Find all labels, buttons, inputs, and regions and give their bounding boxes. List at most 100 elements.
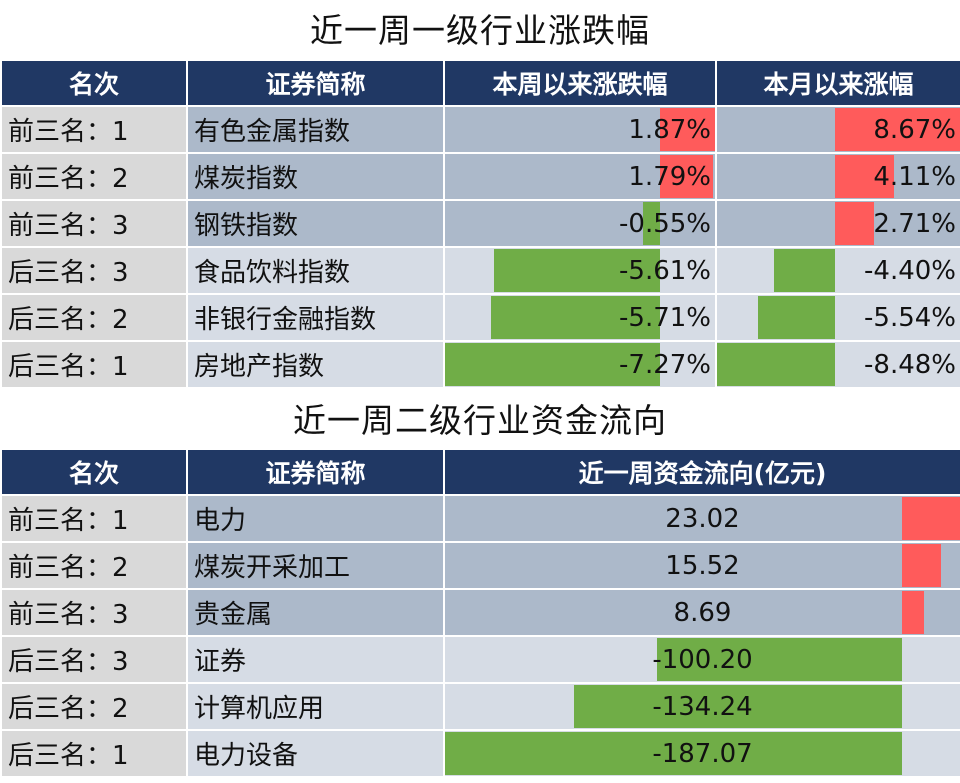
rank-cell: 前三名：1	[0, 105, 188, 154]
rank-cell: 后三名：2	[0, 293, 188, 342]
col-header-month-change: 本月以来涨幅	[715, 59, 960, 107]
table-row: 后三名：2 计算机应用 -134.24	[0, 682, 960, 731]
data-label: 1.79%	[628, 161, 711, 192]
positive-bar	[659, 108, 714, 151]
rank-cell: 前三名：3	[0, 588, 188, 637]
table1-title: 近一周一级行业涨跌幅	[310, 11, 650, 50]
negative-bar	[574, 685, 903, 728]
negative-bar	[446, 732, 903, 775]
col-header-name: 证券简称	[186, 448, 445, 496]
positive-bar	[835, 108, 959, 151]
positive-bar	[659, 155, 713, 198]
capital-flow-cell: 23.02	[443, 494, 960, 543]
month-change-cell: 2.71%	[715, 199, 960, 248]
positive-bar	[902, 591, 925, 634]
table-row: 前三名：2 煤炭开采加工 15.52	[0, 541, 960, 590]
data-label: -134.24	[652, 691, 753, 722]
data-label: 2.71%	[873, 208, 956, 239]
negative-bar	[773, 249, 836, 292]
data-label: -8.48%	[864, 349, 956, 380]
security-name-cell: 贵金属	[186, 588, 445, 637]
data-label: 1.87%	[628, 114, 711, 145]
month-change-cell: -8.48%	[715, 340, 960, 389]
week-change-cell: -7.27%	[443, 340, 717, 389]
security-name-cell: 证券	[186, 635, 445, 684]
negative-bar	[657, 638, 903, 681]
negative-bar	[718, 343, 836, 386]
week-change-cell: -0.55%	[443, 199, 717, 248]
week-change-cell: -5.71%	[443, 293, 717, 342]
col-header-rank: 名次	[0, 59, 188, 107]
positive-bar	[835, 202, 875, 245]
col-header-week-change: 本周以来涨跌幅	[443, 59, 717, 107]
security-name-cell: 计算机应用	[186, 682, 445, 731]
negative-bar	[757, 296, 836, 339]
negative-bar	[446, 343, 660, 386]
table-row: 前三名：1 电力 23.02	[0, 494, 960, 543]
data-label: 8.67%	[873, 114, 956, 145]
security-name-cell: 电力	[186, 494, 445, 543]
month-change-cell: -4.40%	[715, 246, 960, 295]
table-row: 后三名：2 非银行金融指数 -5.71% -5.54%	[0, 293, 960, 342]
data-label: -5.54%	[864, 302, 956, 333]
data-label: 4.11%	[873, 161, 956, 192]
table-row: 后三名：3 证券 -100.20	[0, 635, 960, 684]
table2-title: 近一周二级行业资金流向	[293, 401, 667, 440]
security-name-cell: 食品饮料指数	[186, 246, 445, 295]
positive-bar	[902, 544, 942, 587]
capital-flow-table: 名次 证券简称 近一周资金流向(亿元) 前三名：1 电力 23.02 前三名：2 煤炭开…	[0, 448, 960, 778]
rank-cell: 前三名：2	[0, 541, 188, 590]
capital-flow-cell: 8.69	[443, 588, 960, 637]
industry-change-table: 名次 证券简称 本周以来涨跌幅 本月以来涨幅 前三名：1 有色金属指数 1.87% 8…	[0, 59, 960, 389]
rank-cell: 前三名：1	[0, 494, 188, 543]
table-row: 前三名：1 有色金属指数 1.87% 8.67%	[0, 105, 960, 154]
table-row: 前三名：3 贵金属 8.69	[0, 588, 960, 637]
negative-bar	[643, 202, 660, 245]
table-row: 前三名：3 钢铁指数 -0.55% 2.71%	[0, 199, 960, 248]
table-row: 后三名：3 食品饮料指数 -5.61% -4.40%	[0, 246, 960, 295]
data-label: 8.69	[673, 597, 732, 628]
security-name-cell: 钢铁指数	[186, 199, 445, 248]
data-label: -4.40%	[864, 255, 956, 286]
security-name-cell: 房地产指数	[186, 340, 445, 389]
capital-flow-cell: -187.07	[443, 729, 960, 778]
data-label: -5.61%	[619, 255, 711, 286]
col-header-name: 证券简称	[186, 59, 445, 107]
rank-cell: 后三名：1	[0, 340, 188, 389]
header-row: 名次 证券简称 近一周资金流向(亿元)	[0, 448, 960, 496]
capital-flow-cell: 15.52	[443, 541, 960, 590]
security-name-cell: 有色金属指数	[186, 105, 445, 154]
data-label: -100.20	[652, 644, 753, 675]
capital-flow-cell: -100.20	[443, 635, 960, 684]
capital-flow-cell: -134.24	[443, 682, 960, 731]
data-label: -7.27%	[619, 349, 711, 380]
rank-cell: 后三名：1	[0, 729, 188, 778]
rank-cell: 前三名：2	[0, 152, 188, 201]
header-row: 名次 证券简称 本周以来涨跌幅 本月以来涨幅	[0, 59, 960, 107]
rank-cell: 后三名：3	[0, 246, 188, 295]
month-change-cell: -5.54%	[715, 293, 960, 342]
table-row: 前三名：2 煤炭指数 1.79% 4.11%	[0, 152, 960, 201]
week-change-cell: 1.79%	[443, 152, 717, 201]
security-name-cell: 煤炭开采加工	[186, 541, 445, 590]
col-header-capital-flow: 近一周资金流向(亿元)	[443, 448, 960, 496]
security-name-cell: 煤炭指数	[186, 152, 445, 201]
table-row: 后三名：1 电力设备 -187.07	[0, 729, 960, 778]
negative-bar	[494, 249, 660, 292]
negative-bar	[491, 296, 660, 339]
positive-bar	[835, 155, 895, 198]
data-label: -187.07	[652, 738, 753, 769]
security-name-cell: 电力设备	[186, 729, 445, 778]
data-label: 15.52	[665, 550, 740, 581]
data-label: -0.55%	[619, 208, 711, 239]
month-change-cell: 4.11%	[715, 152, 960, 201]
rank-cell: 前三名：3	[0, 199, 188, 248]
positive-bar	[902, 497, 959, 540]
col-header-rank: 名次	[0, 448, 188, 496]
data-label: 23.02	[665, 503, 740, 534]
week-change-cell: 1.87%	[443, 105, 717, 154]
security-name-cell: 非银行金融指数	[186, 293, 445, 342]
data-label: -5.71%	[619, 302, 711, 333]
month-change-cell: 8.67%	[715, 105, 960, 154]
week-change-cell: -5.61%	[443, 246, 717, 295]
